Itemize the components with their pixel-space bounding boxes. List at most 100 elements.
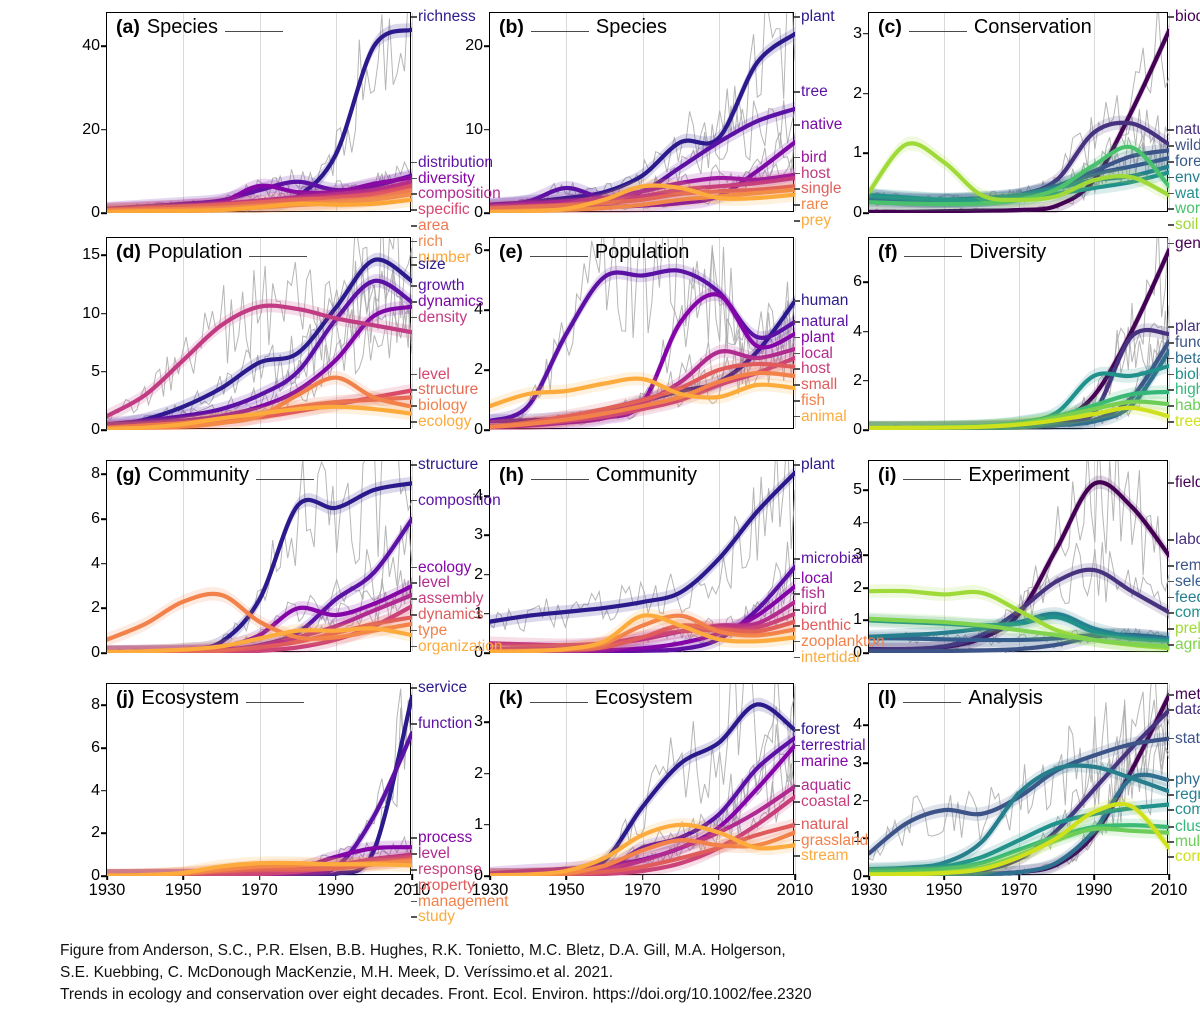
y-tick-label: 0 <box>853 644 862 661</box>
y-tick-mark <box>863 330 869 333</box>
series-labels-b: plant tree native bird host single rare prey <box>794 9 941 228</box>
x-tick-mark <box>794 874 796 880</box>
series-label: rich <box>418 232 443 250</box>
label-leader <box>794 204 800 206</box>
gridline <box>1094 13 1095 211</box>
series-label: structure <box>418 456 479 473</box>
series-label: animal <box>801 407 847 425</box>
series-label: local <box>801 569 833 587</box>
y-tick-mark <box>101 312 107 315</box>
series-label: benthic <box>801 617 851 635</box>
blank-underscore <box>529 689 588 703</box>
series-label: density <box>418 308 468 326</box>
gridline <box>1019 684 1020 874</box>
series-line-number <box>107 197 412 213</box>
y-tick-mark <box>484 128 490 131</box>
y-tick-label: 4 <box>853 322 862 340</box>
y-axis-title: Frequency per 100,000 words <box>0 0 36 40</box>
panel-header-l: (l) Analysis <box>878 687 1043 710</box>
x-tick-mark <box>411 874 413 880</box>
label-leader <box>1168 224 1174 226</box>
label-leader <box>794 300 800 302</box>
series-line-plant <box>490 470 795 624</box>
label-leader <box>411 916 417 918</box>
y-tick-mark <box>863 619 869 622</box>
series-label: feeding <box>1175 588 1200 606</box>
y-axis-l: 0 1 2 3 4 <box>811 684 869 884</box>
series-label: selection <box>1175 572 1200 590</box>
y-tick-label: 1 <box>853 144 862 162</box>
series-band <box>107 170 412 213</box>
chart-panel-d: 0 5 10 15 (d) Population size growth dynamics den… <box>82 237 483 438</box>
series-labels-i: field laboratory removalselectionfeedingco… <box>1168 461 1200 653</box>
gridline <box>795 684 796 874</box>
label-leader <box>1168 129 1174 132</box>
y-tick-label: 3 <box>853 754 862 772</box>
blank-underscore <box>903 689 962 703</box>
y-tick-label: 8 <box>91 696 100 714</box>
series-label: microbial <box>801 550 864 568</box>
label-leader <box>411 193 417 196</box>
y-tick-label: 10 <box>465 120 483 138</box>
label-leader <box>794 839 800 842</box>
series-label: nature <box>1175 121 1200 139</box>
series-label: specific <box>418 201 470 219</box>
y-tick-label: 2 <box>853 371 862 389</box>
caption-line: Figure from Anderson, S.C., P.R. Elsen, … <box>60 942 786 959</box>
y-tick-mark <box>484 495 490 498</box>
y-tick-mark <box>484 249 490 251</box>
series-label: local <box>801 344 833 362</box>
series-line-growth <box>107 278 412 427</box>
series-line-single <box>490 184 795 211</box>
series-label: service <box>418 679 468 696</box>
panel-letter: (d) <box>116 241 141 263</box>
series-labels-e: human natural plant local host small fish anima… <box>794 238 941 430</box>
gridline <box>944 13 945 211</box>
x-tick-mark <box>943 874 945 880</box>
gridline <box>944 238 945 428</box>
y-tick-mark <box>484 824 490 826</box>
panel-grid: 0 20 40 (a) Species richness distribution diver… <box>62 6 1200 925</box>
label-leader <box>1168 709 1174 711</box>
gridline <box>259 684 261 874</box>
y-axis-i: 0 1 2 3 4 5 <box>811 461 869 661</box>
y-tick-mark <box>484 534 490 537</box>
series-label: agricultural <box>1175 636 1200 653</box>
series-label: process <box>418 829 473 847</box>
y-tick-label: 20 <box>465 37 483 55</box>
y-tick-label: 0 <box>474 867 483 884</box>
series-label: study <box>418 908 456 926</box>
label-leader <box>1168 242 1174 245</box>
label-leader <box>794 91 800 93</box>
gridline <box>259 461 261 651</box>
label-leader <box>1168 612 1174 614</box>
series-band <box>490 182 795 213</box>
y-tick-mark <box>101 789 107 792</box>
x-tick-label: 2010 <box>393 881 431 899</box>
series-label: dynamics <box>418 606 484 624</box>
series-label: fish <box>801 585 826 603</box>
y-tick-label: 1 <box>474 604 483 622</box>
y-tick-mark <box>484 212 490 214</box>
label-leader <box>1168 809 1174 811</box>
x-tick-mark <box>1018 874 1020 880</box>
panel-letter: (j) <box>116 687 135 709</box>
label-leader <box>411 240 417 243</box>
series-line-plant <box>490 31 795 207</box>
panel-word: Diversity <box>969 241 1047 263</box>
panel-word: Conservation <box>973 16 1092 38</box>
panel-header-e: (e) Population <box>499 241 689 264</box>
panel-word: Population <box>594 241 690 263</box>
chart-panel-f: 0 2 4 6 (f) Diversity genetic plantfunctionalbe… <box>853 235 1200 438</box>
series-line-agricultural <box>869 616 1169 649</box>
series-label: aquatic <box>801 777 851 795</box>
y-tick-mark <box>101 128 107 131</box>
label-leader <box>1168 628 1174 630</box>
x-tick-label: 1950 <box>164 881 202 899</box>
y-tick-label: 2 <box>853 578 862 596</box>
label-leader <box>1168 405 1174 407</box>
x-tick-label: 1990 <box>700 881 738 899</box>
series-band <box>869 563 1169 653</box>
panel-header-g: (g) Community <box>116 464 315 487</box>
y-tick-mark <box>863 489 869 492</box>
